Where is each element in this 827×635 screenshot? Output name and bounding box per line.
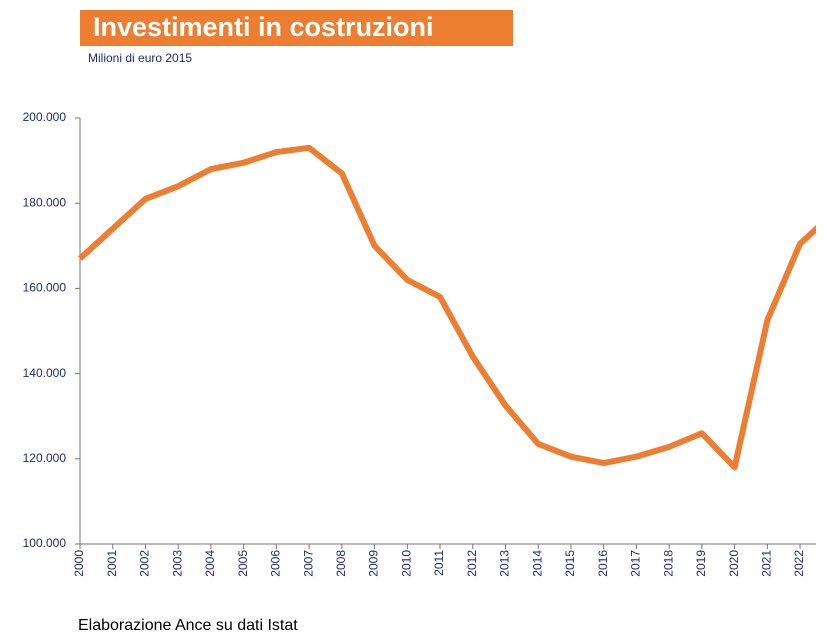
x-tick-label: 2005: [236, 550, 250, 577]
x-tick-label: 2012: [465, 550, 479, 577]
chart-title: Investimenti in costruzioni: [93, 12, 434, 42]
x-tick-label: 2010: [399, 550, 413, 577]
chart-subtitle: Milioni di euro 2015: [88, 51, 192, 65]
x-tick-label: 2003: [170, 550, 184, 577]
y-tick-label: 180.000: [23, 195, 67, 209]
x-tick-label: 2016: [596, 550, 610, 577]
y-tick-label: 140.000: [23, 366, 67, 380]
x-tick-label: 2021: [760, 550, 774, 577]
x-tick-label: 2006: [269, 550, 283, 577]
x-tick-label: 2022: [792, 550, 806, 577]
x-tick-label: 2014: [530, 550, 544, 577]
x-tick-label: 2018: [661, 550, 675, 577]
y-tick-label: 200.000: [23, 110, 67, 124]
source-note: Elaborazione Ance su dati Istat: [78, 617, 298, 634]
data-line: [78, 144, 816, 471]
x-tick-label: 2009: [367, 550, 381, 577]
x-tick-label: 2008: [334, 550, 348, 577]
y-tick-label: 120.000: [23, 451, 67, 465]
x-tick-label: 2000: [72, 550, 86, 577]
y-tick-label: 160.000: [23, 281, 67, 295]
x-tick-label: 2017: [629, 550, 643, 577]
x-tick-label: 2019: [694, 550, 708, 577]
x-tick-label: 2002: [138, 550, 152, 577]
title-box: [80, 10, 513, 46]
x-tick-label: 2001: [105, 550, 119, 577]
x-tick-label: 2015: [563, 550, 577, 577]
x-tick-label: 2007: [301, 550, 315, 577]
x-tick-label: 2020: [727, 550, 741, 577]
x-tick-label: 2004: [203, 550, 217, 577]
x-tick-label: 2013: [498, 550, 512, 577]
y-tick-label: 100.000: [23, 536, 67, 550]
x-tick-label: 2011: [432, 550, 446, 576]
